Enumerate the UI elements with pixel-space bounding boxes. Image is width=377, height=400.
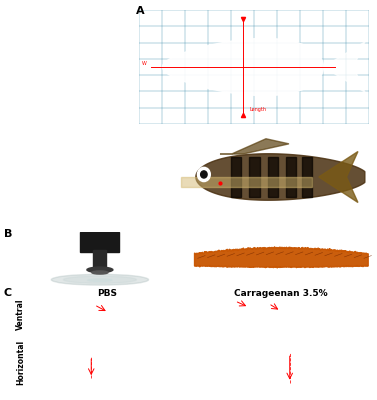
Polygon shape: [268, 157, 278, 198]
Polygon shape: [250, 157, 259, 198]
Polygon shape: [220, 139, 289, 154]
Ellipse shape: [87, 267, 113, 272]
Text: Horizontal: Horizontal: [16, 340, 25, 384]
Ellipse shape: [51, 274, 149, 285]
Text: Ventral: Ventral: [16, 298, 25, 330]
Text: B: B: [4, 229, 12, 239]
Polygon shape: [302, 157, 313, 198]
Polygon shape: [162, 38, 323, 96]
Circle shape: [198, 167, 210, 182]
Polygon shape: [286, 157, 296, 198]
Ellipse shape: [88, 279, 112, 282]
Bar: [80, 232, 120, 252]
Text: W: W: [142, 61, 147, 66]
Text: C: C: [4, 288, 12, 298]
Text: Carrageenan 3.5%: Carrageenan 3.5%: [234, 289, 328, 298]
Polygon shape: [181, 177, 312, 187]
Polygon shape: [196, 154, 365, 200]
Text: Scanning 3D: Scanning 3D: [193, 230, 247, 238]
Polygon shape: [323, 42, 365, 92]
Bar: [93, 250, 106, 268]
Text: A: A: [136, 6, 144, 16]
Text: Length: Length: [250, 108, 267, 112]
Ellipse shape: [63, 276, 136, 283]
Text: PBS: PBS: [97, 289, 118, 298]
Polygon shape: [319, 152, 358, 202]
Ellipse shape: [92, 271, 108, 274]
Polygon shape: [231, 157, 241, 198]
Circle shape: [201, 171, 207, 178]
